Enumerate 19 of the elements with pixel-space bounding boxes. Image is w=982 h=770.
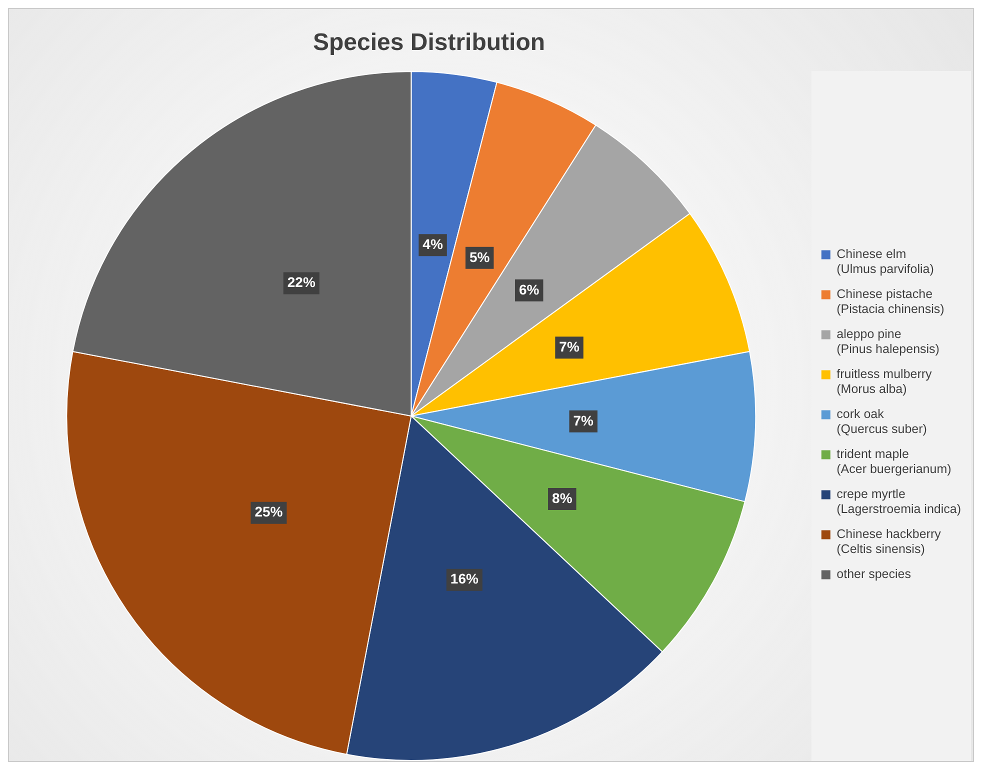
data-label: 4% bbox=[422, 236, 444, 252]
legend-label: crepe myrtle (Lagerstroemia indica) bbox=[836, 487, 961, 516]
data-label: 25% bbox=[254, 504, 284, 520]
legend-label: Chinese pistache (Pistacia chinensis) bbox=[836, 287, 944, 316]
data-label: 8% bbox=[552, 490, 573, 506]
data-label: 5% bbox=[469, 248, 490, 265]
data-label: 6% bbox=[518, 281, 540, 298]
legend-label: aleppo pine (Pinus halepensis) bbox=[836, 327, 940, 356]
legend-label: other species bbox=[836, 567, 911, 582]
data-label: 7% bbox=[573, 412, 594, 428]
legend-label: fruitless mulberry (Morus alba) bbox=[836, 367, 933, 396]
data-label: 22% bbox=[287, 274, 316, 290]
legend-label: cork oak (Quercus suber) bbox=[836, 407, 927, 436]
chart-title: Species Distribution bbox=[312, 29, 546, 57]
data-label: 7% bbox=[559, 338, 580, 354]
legend-label: trident maple (Acer buergerianum) bbox=[836, 447, 952, 476]
legend-label: Chinese hackberry (Celtis sinensis) bbox=[836, 527, 942, 556]
legend-label: Chinese elm (Ulmus parvifolia) bbox=[836, 247, 934, 276]
data-label: 16% bbox=[450, 570, 479, 587]
